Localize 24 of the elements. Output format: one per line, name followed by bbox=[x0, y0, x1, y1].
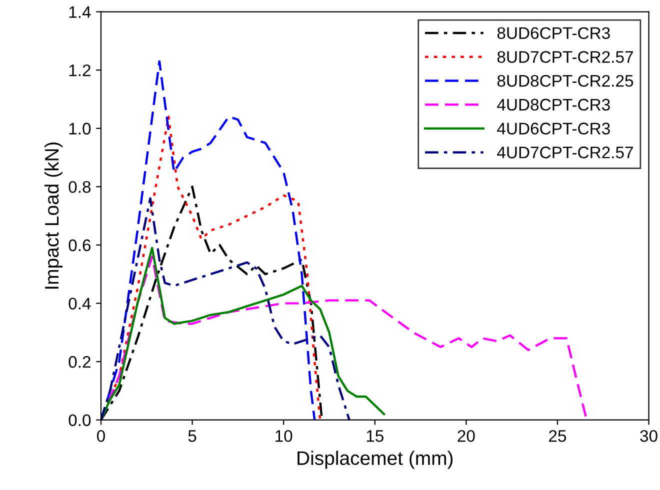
x-tick-label: 0 bbox=[96, 430, 105, 442]
x-tick-label: 10 bbox=[276, 430, 292, 442]
y-tick-label: 1.4 bbox=[69, 6, 91, 18]
x-tick-label: 30 bbox=[640, 430, 658, 442]
legend-label: 4UD6CPT-CR3 bbox=[497, 122, 610, 134]
y-axis-title: Impact Load (kN) bbox=[44, 142, 63, 289]
y-tick-label: 0.8 bbox=[68, 181, 91, 193]
legend-label: 4UD8CPT-CR3 bbox=[497, 98, 610, 111]
y-tick-label: 0.6 bbox=[68, 239, 91, 252]
y-tick-label: 1.2 bbox=[69, 64, 90, 76]
legend-label: 8UD6CPT-CR3 bbox=[497, 27, 610, 39]
legend-label: 4UD7CPT-CR2.57 bbox=[497, 146, 633, 158]
x-tick-label: 25 bbox=[549, 430, 566, 442]
y-tick-label: 0.4 bbox=[68, 298, 91, 310]
x-tick-label: 20 bbox=[458, 430, 475, 442]
y-tick-label: 0.0 bbox=[68, 414, 91, 426]
y-tick-label: 0.2 bbox=[68, 356, 90, 368]
line-series bbox=[100, 246, 386, 420]
x-axis-title: Displacemet (mm) bbox=[298, 450, 453, 469]
y-tick-label: 1.0 bbox=[69, 122, 91, 135]
legend-label: 8UD7CPT-CR2.57 bbox=[497, 51, 633, 63]
x-tick-label: 15 bbox=[366, 430, 384, 442]
legend-label: 8UD8CPT-CR2.25 bbox=[497, 74, 634, 87]
x-tick-label: 5 bbox=[188, 430, 196, 442]
